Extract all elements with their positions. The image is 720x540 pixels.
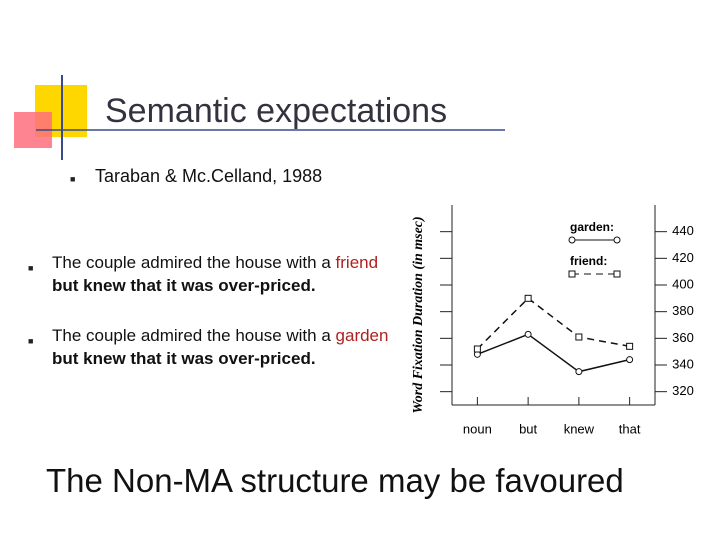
legend-label: friend: [570, 254, 607, 268]
x-tick-label: but [519, 421, 537, 436]
bullet-text: The couple admired the house with a [52, 253, 331, 272]
point [575, 333, 583, 341]
y-axis-label: Word Fixation Duration (in msec) [411, 216, 426, 413]
bullet-text: The couple admired the house with a [52, 326, 331, 345]
series-line [476, 297, 630, 350]
x-tick-label: noun [463, 421, 492, 436]
subtitle: Taraban & Mc.Celland, 1988 [95, 166, 323, 186]
bullet-key: garden [335, 326, 389, 345]
footer: The Non-MA structure may be favoured [46, 462, 624, 499]
x-tick-label: knew [564, 421, 595, 436]
bullet-text: but knew that it was over-priced. [52, 276, 316, 295]
point [575, 368, 583, 376]
legend-label: garden: [570, 220, 614, 234]
bullet-marker: ■ [70, 174, 76, 184]
bullet-marker: ■ [28, 336, 34, 346]
legend-marker [613, 270, 621, 278]
bullet-marker: ■ [28, 263, 34, 273]
point [626, 356, 634, 364]
y-tick-label: 360 [672, 330, 694, 345]
chart: Word Fixation Duration (in msec) 320 340 36… [411, 205, 694, 436]
point [626, 342, 634, 350]
x-tick-label: that [619, 421, 641, 436]
y-tick-label: 420 [672, 250, 694, 265]
bullet: The couple admired the house with a gard… [52, 324, 392, 370]
y-tick-label: 400 [672, 276, 694, 291]
y-tick-label: 340 [672, 356, 694, 371]
bullet: The couple admired the house with a frie… [52, 251, 392, 297]
point [524, 330, 532, 338]
y-tick-label: 320 [672, 383, 694, 398]
y-tick-label: 380 [672, 303, 694, 318]
bullet-key: friend [335, 253, 379, 272]
legend-marker [613, 236, 621, 244]
series-line [477, 333, 630, 373]
title: Semantic expectations [105, 92, 448, 130]
point [524, 294, 532, 302]
legend-marker [568, 236, 576, 244]
y-tick-label: 440 [672, 223, 694, 238]
bullet-text: but knew that it was over-priced. [52, 349, 316, 368]
legend-marker [568, 270, 576, 278]
point [473, 345, 481, 353]
